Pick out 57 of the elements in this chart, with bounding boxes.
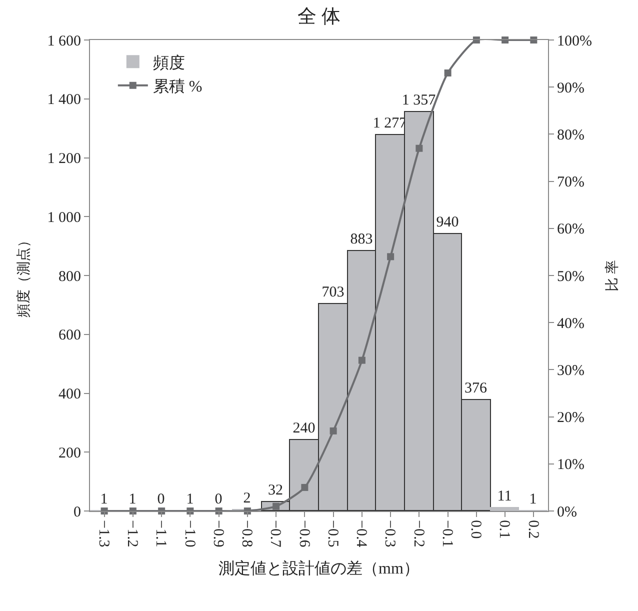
- data-label: 0: [157, 492, 165, 508]
- y-tick-label: 0: [74, 504, 81, 520]
- data-label: 883: [350, 232, 373, 248]
- x-tick-label: −0.6: [296, 520, 312, 548]
- y-tick-label: 1 200: [47, 151, 81, 167]
- y2-tick-label: 20%: [557, 410, 584, 426]
- y2-tick-label: 40%: [557, 316, 584, 332]
- data-label: 1: [529, 492, 537, 508]
- x-tick-label: −0.5: [324, 520, 340, 548]
- data-label: 703: [322, 284, 344, 300]
- y2-tick-label: 90%: [557, 80, 584, 96]
- y2-tick-label: 30%: [557, 362, 584, 379]
- data-label: 1: [100, 492, 108, 508]
- data-label: 2: [243, 490, 251, 506]
- data-label: 376: [464, 380, 488, 396]
- x-tick-label: −0.7: [267, 520, 284, 548]
- x-tick-label: −0.4: [353, 520, 370, 548]
- x-tick-label: −0.3: [382, 520, 398, 548]
- y2-tick-label: 50%: [557, 268, 584, 285]
- y-tick-label: 200: [58, 445, 81, 462]
- legend-label: 累積 %: [152, 78, 202, 96]
- y-tick-label: 400: [58, 386, 81, 402]
- x-tick-label: −1.3: [95, 520, 112, 548]
- data-label: 0: [214, 492, 222, 508]
- data-label: 1: [186, 492, 194, 508]
- data-label: 11: [497, 488, 512, 504]
- y-axis-title: 頻度（測点）: [16, 234, 32, 318]
- y2-tick-label: 10%: [557, 457, 584, 474]
- x-tick-label: −0.1: [438, 520, 455, 548]
- y-tick-label: 800: [58, 268, 81, 285]
- y-tick-label: 1 400: [47, 92, 81, 108]
- x-tick-label: 0.0: [468, 520, 484, 539]
- x-tick-label: 0.2: [524, 520, 541, 539]
- y2-tick-label: 100%: [557, 33, 592, 50]
- data-label: 1 357: [402, 92, 436, 108]
- y2-tick-label: 80%: [557, 127, 584, 144]
- y-tick-label: 600: [58, 328, 81, 344]
- data-label: 1: [128, 492, 136, 508]
- x-tick-label: −0.9: [210, 520, 226, 548]
- x-tick-label: −1.2: [124, 520, 140, 548]
- y-tick-label: 1 600: [47, 33, 81, 50]
- x-tick-label: −0.8: [238, 520, 255, 548]
- y2-tick-label: 70%: [557, 174, 584, 191]
- x-axis-title: 測定値と設計値の差（mm）: [218, 559, 420, 578]
- y2-axis-title: 比 率: [604, 260, 620, 292]
- legend-label: 頻度: [152, 54, 185, 72]
- x-tick-label: −1.1: [152, 520, 169, 548]
- y-tick-label: 1 000: [47, 210, 81, 226]
- data-label: 32: [268, 482, 283, 498]
- y2-tick-label: 60%: [557, 222, 584, 238]
- y2-tick-label: 0%: [557, 504, 577, 520]
- chart-title: 全 体: [298, 6, 340, 28]
- x-tick-label: 0.1: [496, 520, 512, 539]
- x-tick-label: −0.2: [410, 520, 426, 548]
- data-label: 940: [436, 214, 459, 230]
- x-tick-label: −1.0: [181, 520, 198, 548]
- data-label: 240: [292, 420, 316, 436]
